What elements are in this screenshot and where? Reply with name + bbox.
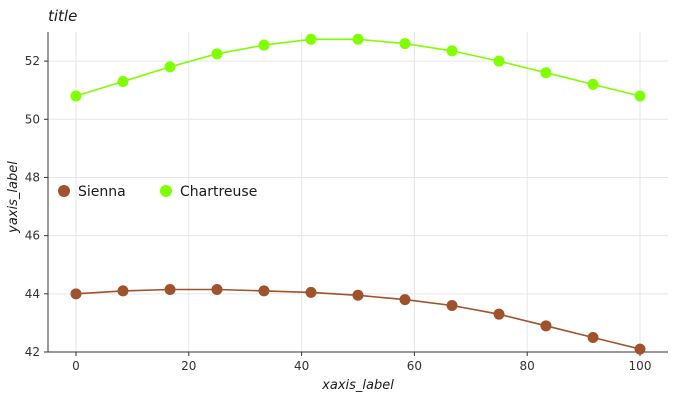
legend-swatch-sienna [58,185,70,197]
series-layer [70,33,646,355]
data-point-sienna [352,289,364,301]
data-point-sienna [634,343,646,355]
data-point-sienna [70,288,82,300]
axes: 42 44 46 48 50 52 0 20 40 60 80 100 [25,32,668,373]
data-point-sienna [211,283,223,295]
data-point-chartreuse [211,48,223,60]
data-point-chartreuse [399,38,411,50]
data-point-chartreuse [305,33,317,45]
x-tick-label: 0 [72,359,80,373]
x-tick-label: 80 [520,359,535,373]
data-point-chartreuse [258,39,270,51]
y-tick-label: 50 [25,112,40,126]
data-point-chartreuse [352,33,364,45]
y-tick-label: 48 [25,170,40,184]
data-point-sienna [164,283,176,295]
data-point-chartreuse [70,90,82,102]
data-point-sienna [305,286,317,298]
data-point-sienna [399,294,411,306]
y-tick-label: 44 [25,287,40,301]
y-tick-label: 42 [25,345,40,359]
data-point-chartreuse [117,75,129,87]
x-axis-title: xaxis_label [321,378,394,393]
y-axis-title: yaxis_label [6,161,21,234]
data-point-chartreuse [587,78,599,90]
legend-label-chartreuse: Chartreuse [180,184,257,200]
x-tick-label: 100 [629,359,652,373]
data-point-chartreuse [164,61,176,73]
legend-swatch-chartreuse [160,185,172,197]
data-point-sienna [258,285,270,297]
data-point-chartreuse [493,55,505,67]
data-point-sienna [587,331,599,343]
series-line-chartreuse [75,38,641,97]
chart-title: title [48,7,77,25]
data-point-chartreuse [446,45,458,57]
legend-label-sienna: Sienna [78,184,126,200]
data-point-sienna [540,320,552,332]
x-tick-label: 20 [181,359,196,373]
data-point-sienna [446,299,458,311]
data-point-sienna [117,285,129,297]
y-tick-label: 52 [25,54,40,68]
legend: Sienna Chartreuse [58,184,257,200]
data-point-chartreuse [634,90,646,102]
x-tick-label: 40 [294,359,309,373]
y-tick-label: 46 [25,229,40,243]
x-tick-label: 60 [407,359,422,373]
data-point-sienna [493,308,505,320]
data-point-chartreuse [540,67,552,79]
